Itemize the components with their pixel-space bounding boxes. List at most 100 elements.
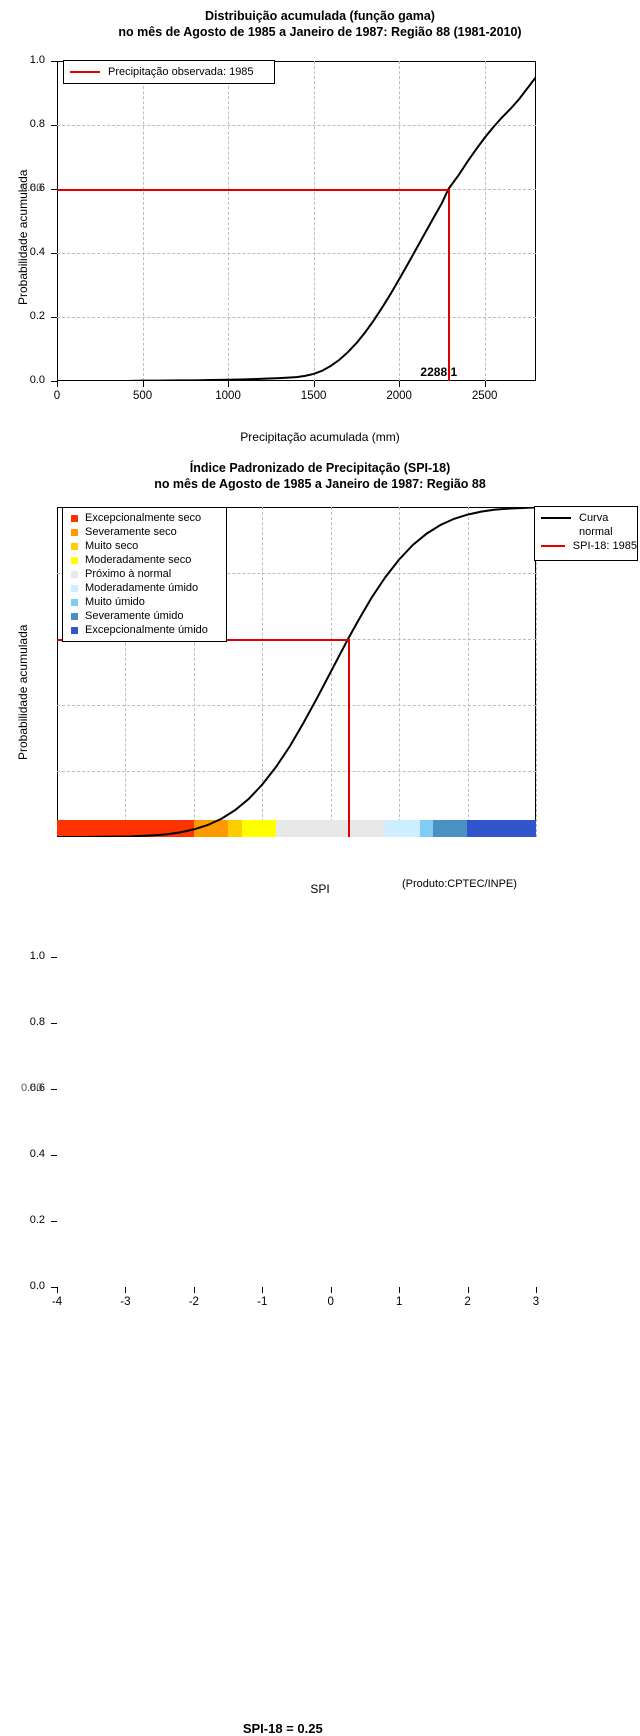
x-tick-label: 500 [132,390,153,402]
spi-category-legend-label: Severamente seco [85,526,177,538]
chart2-x-axis-label: SPI [310,882,330,896]
spi-category-legend-item: Severamente seco [63,525,226,539]
x-tick-mark [536,1287,537,1293]
spi-category-color-swatch [71,584,78,592]
y-tick-mark [51,957,57,958]
y-tick-label: 0.2 [29,1214,45,1226]
spi-category-legend-item: Moderadamente seco [63,553,226,567]
x-tick-label: 0 [327,1296,334,1308]
observed-precip-legend-label: Precipitação observada: 1985 [108,66,254,78]
x-tick-mark [467,1287,469,1293]
spi-category-legend-label: Muito seco [85,540,139,552]
marker-line-vertical [347,639,350,837]
spi-category-color-swatch [71,598,78,606]
spi-category-color-swatch [71,626,78,634]
x-tick-label: 1 [395,1296,403,1308]
x-tick-mark [125,1287,127,1293]
chart2-title-line1: Índice Padronizado de Precipitação (SPI-… [189,461,451,475]
spi-category-color-swatch [71,570,78,578]
x-tick-label: -3 [120,1296,131,1308]
x-tick-label: 2 [464,1296,471,1308]
y-tick-mark [51,317,57,318]
spi-category-color-swatch [71,612,78,620]
spi-categories-legend: Excepcionalmente seco Severamente seco Mui… [62,507,227,642]
colorbar-segment [228,820,242,837]
marker-line-vertical [448,189,451,381]
chart2-y-axis-label: Probabilidade acumulada [16,624,30,760]
spi-category-legend-item: Moderadamente úmido [63,581,226,595]
colorbar-segment [241,820,276,837]
y-tick-label: 0.8 [29,118,45,130]
y-tick-mark [51,125,57,126]
y-tick-label: 1.0 [29,950,45,962]
x-tick-mark [330,1287,332,1293]
x-tick-mark [262,1287,264,1293]
y-tick-mark [51,1089,57,1090]
spi-category-color-swatch [71,528,78,536]
spi-category-legend-label: Moderadamente seco [85,554,192,566]
x-tick-label: 1500 [300,390,327,402]
observed-precip-legend-swatch [70,71,100,73]
spi-value-label: SPI-18 = 0.25 [242,1721,323,1736]
colorbar-segment [419,820,434,837]
x-tick-label: -4 [51,1296,63,1308]
spi-category-legend-item: Excepcionalmente seco [63,511,226,525]
x-tick-label: 0 [53,390,61,402]
chart1-curve [57,76,536,381]
chart2-title-line2: no mês de Agosto de 1985 a Janeiro de 19… [154,477,486,491]
y-tick-label: 0.8 [29,1016,45,1028]
x-tick-mark [57,381,58,387]
spi-category-legend-item: Próximo à normal [63,567,226,581]
spi-category-legend-item: Muito seco [63,539,226,553]
chart2-series-legend: Curva normal SPI-18: 1985 [534,506,638,561]
y-tick-label: 1.0 [29,54,45,66]
x-tick-label: -1 [257,1296,268,1308]
spi-category-legend-item: Muito úmido [63,595,226,609]
y-tick-mark [51,1155,57,1156]
chart1-plot-area [57,61,536,381]
x-tick-label: 2500 [471,390,498,402]
spi-category-color-swatch [71,514,78,522]
product-footer: (Produto:CPTEC/INPE) [402,878,517,890]
spi-category-legend-label: Próximo à normal [85,568,172,580]
x-tick-mark [399,1287,401,1293]
x-tick-mark [228,381,230,387]
x-tick-mark [313,381,315,387]
spi-category-legend-label: Severamente úmido [85,610,184,622]
chart1-observed-prob-annotation: 0.60 [21,182,43,194]
y-tick-mark [51,61,57,62]
y-tick-mark [51,1023,57,1024]
spi-category-legend-label: Muito úmido [85,596,145,608]
y-tick-label: 0.2 [29,310,45,322]
spi-category-legend-label: Excepcionalmente úmido [85,624,208,636]
x-tick-mark [142,381,144,387]
chart1-title-line2: no mês de Agosto de 1985 a Janeiro de 19… [118,25,522,39]
colorbar-segment [467,820,536,837]
x-tick-mark [193,1287,195,1293]
y-tick-label: 0.0 [29,374,45,386]
colorbar-segment [193,820,229,837]
y-tick-mark [51,189,57,190]
y-tick-label: 0.4 [29,246,45,258]
spi-category-color-swatch [71,556,78,564]
marker-line-horizontal [57,189,449,191]
colorbar-segment [433,820,468,837]
spi-category-legend-item: Excepcionalmente úmido [63,623,226,637]
spi-category-color-swatch [71,542,78,550]
spi-series-legend-label: SPI-18: 1985 [572,540,637,552]
normal-curve-legend-label-line1: Curva [579,512,609,524]
normal-curve-legend-swatch [541,517,571,519]
chart2-cumulative-prob-annotation: 0.60 [21,1082,43,1094]
chart-panel-cumulative-gamma: Distribuição acumulada (função gama) no … [0,0,640,450]
normal-curve-legend-label-line2: normal [579,526,613,538]
chart1-observed-precip-annotation: 2288.1 [420,365,458,379]
y-tick-mark [51,253,57,254]
x-tick-mark [399,381,401,387]
x-tick-label: 3 [532,1296,540,1308]
colorbar-segment [385,820,420,837]
x-tick-mark [484,381,486,387]
chart1-x-axis-label: Precipitação acumulada (mm) [240,430,400,444]
chart1-legend: Precipitação observada: 1985 [63,60,275,84]
y-tick-label: 0.4 [29,1148,45,1160]
chart1-title-line1: Distribuição acumulada (função gama) [205,9,435,23]
